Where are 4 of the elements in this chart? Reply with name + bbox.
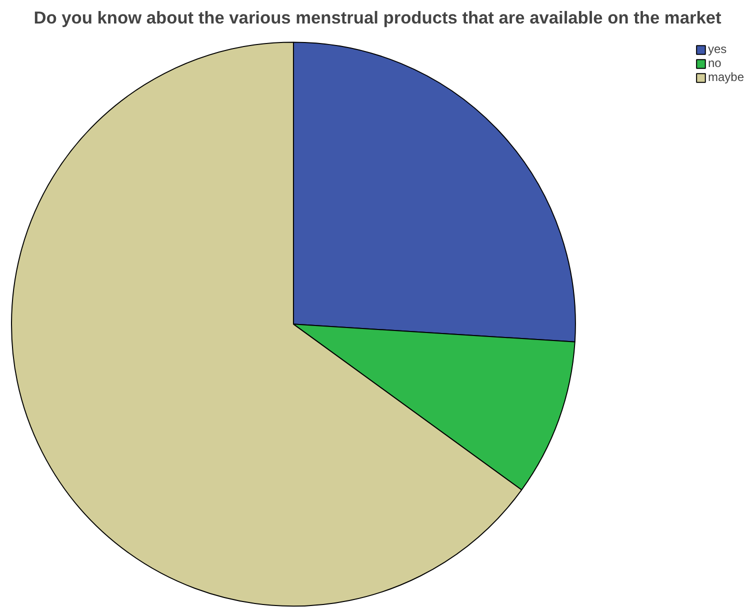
legend-label: no <box>708 56 722 70</box>
legend-label: yes <box>708 42 728 56</box>
legend-label: maybe <box>708 70 744 84</box>
chart-title: Do you know about the various menstrual products that are available on the market <box>34 8 722 28</box>
